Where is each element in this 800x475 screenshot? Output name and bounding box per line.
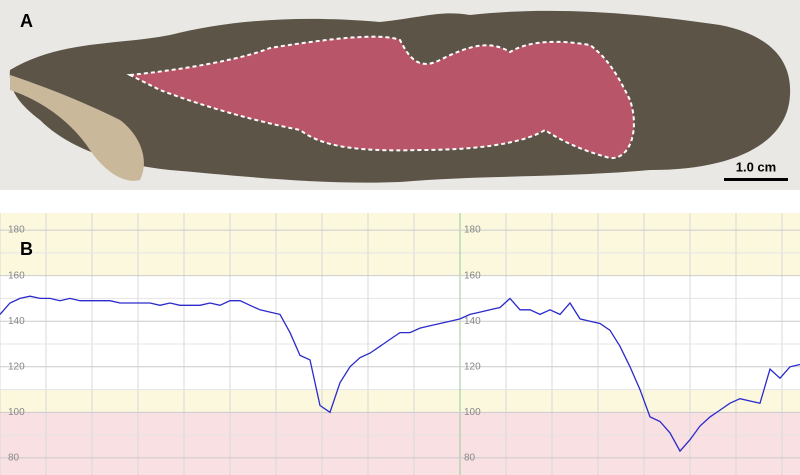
band [0, 213, 800, 276]
trace-chart: 80 80 100 100 120 120 140 140 160 160 180 180 B [0, 213, 800, 475]
panel-label: B [20, 239, 33, 259]
y-tick-label: 80 [464, 453, 476, 464]
photo-panel: 1.0 cm A [0, 0, 800, 190]
band [0, 389, 800, 413]
y-tick-label: 140 [464, 316, 481, 327]
dashed-outline [126, 35, 635, 160]
band [0, 412, 800, 475]
y-tick-label: 180 [464, 225, 481, 236]
y-tick-label: 100 [8, 407, 25, 418]
y-tick-label: 160 [464, 270, 481, 281]
scale-bar-label: 1.0 cm [736, 159, 776, 174]
trace-line [0, 295, 800, 453]
y-tick-label: 160 [8, 270, 25, 281]
y-tick-label: 80 [8, 453, 20, 464]
y-tick-label: 140 [8, 316, 25, 327]
y-tick-label: 120 [8, 361, 25, 372]
scale-bar [724, 178, 788, 181]
y-tick-label: 120 [464, 361, 481, 372]
panel-label: A [20, 11, 33, 31]
tumor-region [130, 36, 634, 159]
y-tick-label: 100 [464, 407, 481, 418]
tissue-edge [10, 75, 144, 181]
y-tick-label: 180 [8, 225, 25, 236]
